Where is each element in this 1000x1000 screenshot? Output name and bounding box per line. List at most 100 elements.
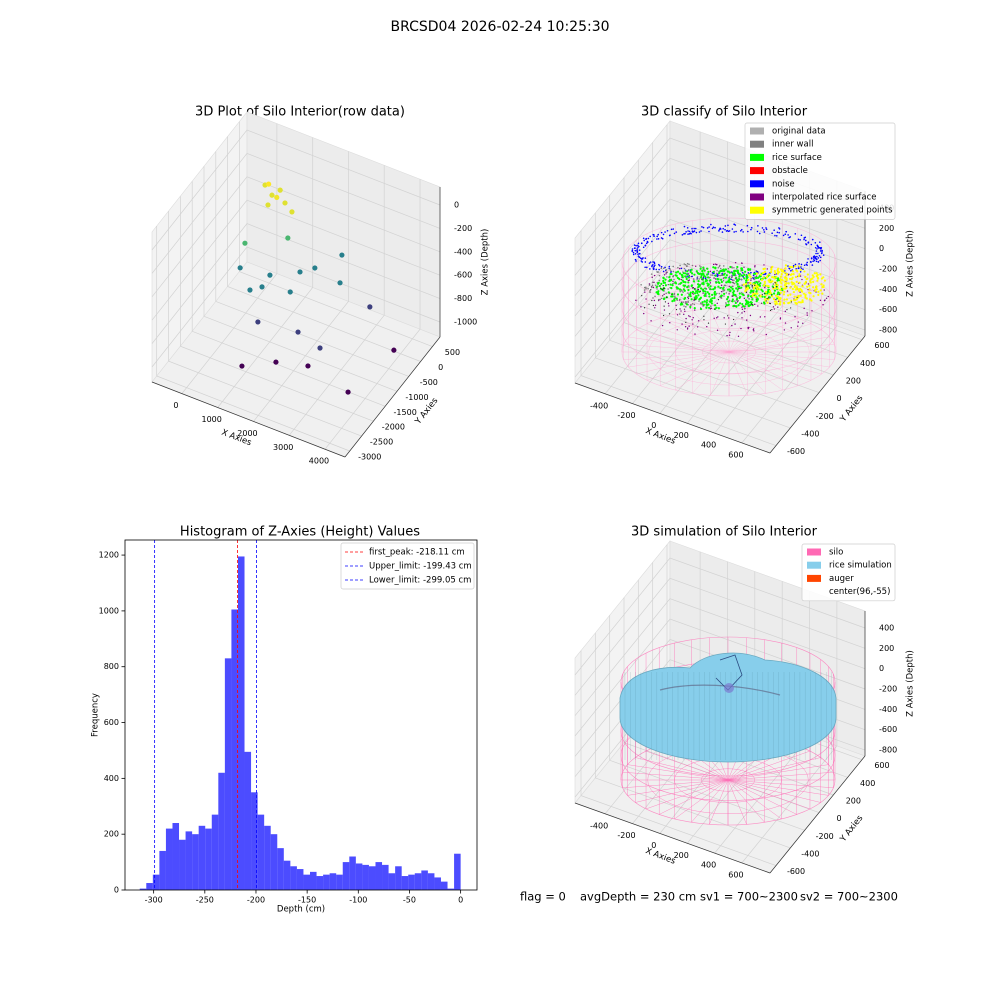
legend-label: interpolated rice surface	[772, 193, 877, 203]
cloud-point	[643, 239, 646, 242]
cloud-point	[705, 303, 708, 306]
cloud-point	[821, 251, 823, 253]
cloud-point	[676, 314, 679, 316]
cloud-point	[725, 292, 728, 294]
cloud-point	[745, 285, 747, 287]
cloud-point	[658, 274, 661, 277]
cloud-point	[792, 290, 795, 294]
cloud-point	[780, 282, 783, 285]
cloud-point	[783, 276, 786, 279]
y-tick-label: 200	[104, 830, 119, 839]
cloud-point	[648, 284, 651, 286]
cloud-point	[803, 282, 807, 285]
cloud-point	[764, 290, 768, 294]
cloud-point	[807, 258, 809, 260]
cloud-point	[757, 305, 759, 307]
cloud-point	[651, 284, 654, 287]
cloud-point	[692, 287, 694, 289]
cloud-point	[751, 298, 754, 301]
cloud-point	[738, 278, 741, 281]
bar	[290, 866, 297, 890]
cloud-point	[743, 310, 746, 313]
cloud-point	[699, 296, 703, 299]
cloud-point	[754, 276, 757, 279]
cloud-point	[731, 288, 734, 291]
cloud-point	[653, 281, 655, 284]
cloud-point	[743, 273, 746, 276]
cloud-point	[810, 257, 813, 260]
z-tick-label: 200	[879, 644, 894, 653]
cloud-point	[669, 283, 672, 286]
cloud-point	[696, 289, 699, 293]
cloud-point	[801, 299, 804, 302]
cloud-point	[702, 292, 704, 294]
cloud-point	[821, 292, 824, 295]
cloud-point	[665, 269, 668, 271]
cloud-point	[752, 287, 756, 290]
cloud-point	[735, 287, 738, 290]
annotation: flag = 0	[520, 890, 566, 904]
cloud-point	[766, 268, 768, 270]
cloud-point	[785, 230, 788, 233]
cloud-point	[681, 323, 683, 325]
cloud-point	[676, 276, 679, 279]
cloud-point	[713, 317, 715, 320]
cloud-point	[684, 263, 687, 266]
cloud-point	[645, 237, 648, 240]
cloud-point	[784, 267, 787, 270]
bar	[139, 888, 147, 890]
grid-line	[203, 166, 398, 392]
cloud-point	[710, 274, 712, 276]
cloud-point	[757, 276, 760, 279]
cloud-point	[785, 272, 789, 276]
cloud-point	[692, 293, 695, 295]
cloud-point	[755, 272, 759, 275]
cloud-point	[723, 272, 726, 276]
cloud-point	[758, 283, 761, 287]
cloud-point	[718, 274, 720, 277]
cloud-point	[704, 292, 707, 295]
cloud-point	[815, 272, 818, 275]
cloud-point	[765, 284, 768, 287]
cloud-point	[820, 283, 823, 286]
cloud-point	[794, 265, 797, 268]
cloud-point	[695, 231, 698, 234]
cloud-point	[662, 289, 665, 292]
cloud-point	[738, 296, 741, 300]
cloud-point	[663, 305, 665, 307]
cloud-point	[652, 304, 655, 307]
cloud-point	[817, 245, 819, 248]
bar	[270, 834, 278, 890]
grid-line	[151, 223, 441, 344]
cloud-point	[683, 267, 686, 270]
cloud-point	[643, 289, 646, 291]
cloud-point	[737, 335, 740, 338]
cloud-point	[809, 280, 812, 283]
cloud-point	[754, 295, 757, 298]
bar	[172, 823, 180, 890]
cloud-point	[800, 263, 803, 266]
cloud-point	[669, 322, 671, 324]
bar	[434, 877, 441, 890]
cloud-point	[723, 292, 726, 295]
cloud-point	[638, 252, 641, 255]
cloud-point	[697, 320, 700, 322]
z-tick-label: -200	[879, 685, 897, 694]
cloud-point	[779, 268, 783, 271]
legend-label: Upper_limit: -199.43 cm	[369, 562, 472, 572]
bar	[440, 881, 448, 890]
cloud-point	[784, 287, 787, 290]
cloud-point	[649, 291, 651, 294]
cloud-point	[720, 280, 723, 284]
cloud-point	[762, 271, 765, 275]
cloud-point	[700, 266, 702, 268]
cloud-point	[787, 234, 789, 236]
cloud-point	[668, 265, 671, 268]
cloud-point	[780, 275, 783, 278]
cloud-point	[634, 252, 637, 255]
plot-frame	[124, 539, 478, 891]
cloud-point	[741, 302, 744, 306]
cloud-point	[727, 267, 730, 270]
grid-line	[156, 226, 350, 452]
grid-line	[324, 179, 421, 450]
